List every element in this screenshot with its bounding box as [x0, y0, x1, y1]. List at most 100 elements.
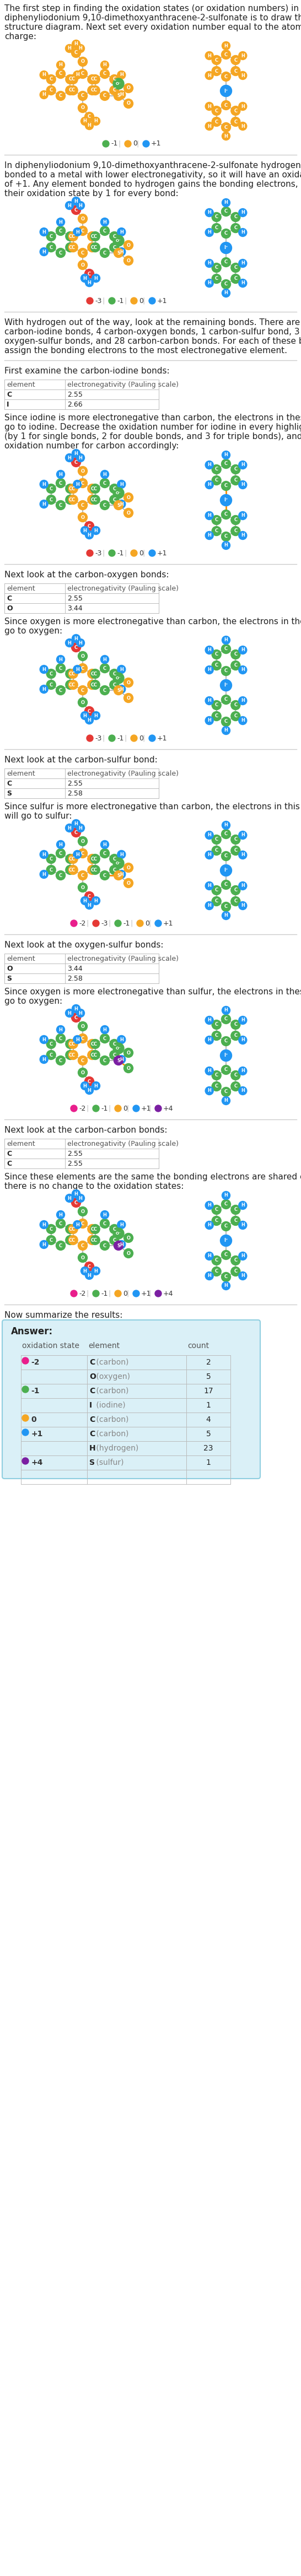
Circle shape	[239, 1273, 247, 1280]
Circle shape	[66, 232, 75, 242]
Text: C: C	[94, 234, 97, 240]
Circle shape	[110, 75, 119, 85]
Text: C: C	[71, 855, 75, 860]
Circle shape	[93, 1291, 99, 1296]
Text: C: C	[103, 665, 107, 670]
Text: C: C	[215, 276, 218, 281]
Circle shape	[110, 85, 119, 95]
Circle shape	[231, 1267, 240, 1275]
Text: (carbon): (carbon)	[94, 1358, 129, 1365]
Circle shape	[222, 451, 230, 459]
Text: C: C	[71, 88, 75, 93]
Circle shape	[205, 1273, 213, 1280]
Circle shape	[68, 85, 78, 95]
Circle shape	[205, 850, 213, 860]
Text: C: C	[71, 672, 75, 677]
Circle shape	[78, 214, 87, 224]
Circle shape	[220, 242, 232, 252]
Text: H: H	[94, 714, 98, 719]
Text: electronegativity (Pauling scale): electronegativity (Pauling scale)	[67, 585, 178, 592]
Text: C: C	[74, 829, 78, 835]
Text: C: C	[234, 848, 237, 853]
Circle shape	[101, 840, 109, 848]
Text: +1: +1	[141, 1291, 151, 1298]
Text: +1: +1	[163, 920, 173, 927]
Circle shape	[205, 1087, 213, 1095]
Text: C: C	[88, 270, 91, 276]
Circle shape	[110, 866, 119, 873]
Text: -3: -3	[95, 296, 102, 304]
Text: 3.44: 3.44	[67, 605, 82, 613]
Text: 0: 0	[139, 296, 143, 304]
Circle shape	[57, 654, 65, 665]
Circle shape	[68, 1038, 78, 1048]
Text: H: H	[207, 464, 211, 466]
Text: C: C	[103, 873, 107, 878]
Circle shape	[78, 466, 87, 477]
Text: Since oxygen is more electronegative than carbon, the electrons in these bonds w: Since oxygen is more electronegative tha…	[5, 618, 301, 626]
Text: C: C	[234, 265, 237, 270]
Text: H: H	[83, 714, 87, 719]
Text: H: H	[224, 1097, 228, 1103]
Text: C: C	[91, 672, 94, 677]
Text: C: C	[224, 719, 228, 724]
Circle shape	[92, 1082, 100, 1090]
Text: +1: +1	[157, 549, 167, 556]
Text: C: C	[224, 124, 228, 129]
Circle shape	[212, 477, 221, 484]
Circle shape	[101, 1025, 109, 1033]
Text: -1: -1	[117, 549, 124, 556]
Text: C: C	[215, 1208, 218, 1213]
Text: O: O	[126, 881, 130, 886]
Text: C: C	[224, 461, 228, 466]
Circle shape	[205, 121, 213, 131]
Circle shape	[212, 1030, 221, 1041]
Text: H: H	[207, 211, 211, 216]
Text: C: C	[234, 1072, 237, 1077]
Text: H: H	[76, 1038, 79, 1043]
Text: C: C	[113, 1054, 116, 1059]
Text: H: H	[74, 198, 78, 204]
Circle shape	[221, 1249, 231, 1260]
Text: H: H	[207, 1087, 211, 1092]
Text: C: C	[224, 853, 228, 858]
Circle shape	[205, 716, 213, 724]
Circle shape	[91, 242, 100, 252]
Text: C: C	[91, 497, 94, 502]
Text: C: C	[224, 1252, 228, 1257]
Text: H: H	[59, 62, 63, 67]
Circle shape	[92, 711, 100, 719]
Circle shape	[65, 1010, 74, 1018]
Text: 0: 0	[133, 139, 137, 147]
Text: C: C	[71, 1041, 75, 1046]
Text: C: C	[59, 482, 62, 487]
Circle shape	[78, 513, 87, 523]
Text: C: C	[224, 232, 228, 237]
Text: |: |	[102, 549, 104, 556]
Circle shape	[88, 1051, 97, 1059]
Circle shape	[56, 227, 65, 234]
Text: C: C	[88, 113, 91, 118]
Circle shape	[91, 866, 100, 873]
Text: Next look at the oxygen-sulfur bonds:: Next look at the oxygen-sulfur bonds:	[5, 940, 163, 948]
Text: |: |	[136, 139, 138, 147]
Circle shape	[231, 886, 240, 894]
Text: I⁺: I⁺	[224, 1054, 228, 1059]
Text: H: H	[59, 1028, 63, 1033]
Text: H: H	[76, 229, 79, 234]
Circle shape	[88, 75, 97, 85]
Circle shape	[40, 1242, 48, 1249]
Circle shape	[113, 487, 124, 500]
Circle shape	[78, 1242, 87, 1249]
Text: C: C	[69, 1041, 72, 1046]
Text: element: element	[7, 585, 35, 592]
Text: H: H	[224, 44, 228, 49]
Text: O⁻: O⁻	[116, 1231, 121, 1234]
Text: C: C	[88, 708, 91, 714]
Circle shape	[85, 891, 94, 902]
Text: H: H	[241, 1224, 245, 1229]
Text: C: C	[215, 57, 218, 62]
Text: C: C	[103, 229, 107, 234]
Circle shape	[78, 1023, 87, 1030]
Circle shape	[78, 500, 87, 510]
